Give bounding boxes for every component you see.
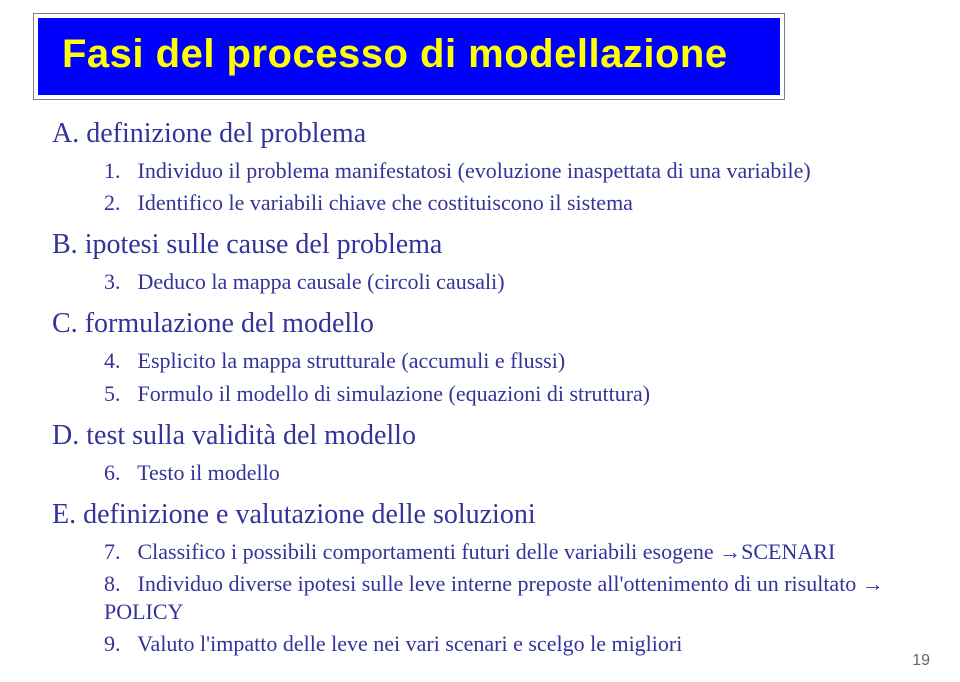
- section-label: definizione del problema: [86, 118, 366, 149]
- item-text: Individuo il problema manifestatosi (evo…: [138, 158, 811, 183]
- section-c: C. formulazione del modello: [40, 306, 920, 341]
- item-text: Identifico le variabili chiave che costi…: [138, 190, 633, 215]
- item-number: 5.: [104, 380, 132, 408]
- section-b: B. ipotesi sulle cause del problema: [40, 227, 920, 262]
- section-label: formulazione del modello: [85, 308, 374, 339]
- section-label: test sulla validità del modello: [86, 420, 416, 451]
- item-number: 4.: [104, 347, 132, 375]
- item-text: Classifico i possibili comportamenti fut…: [138, 539, 836, 564]
- item-text: Individuo diverse ipotesi sulle leve int…: [104, 571, 884, 624]
- item-text: Esplicito la mappa strutturale (accumuli…: [138, 348, 566, 373]
- section-marker: D.: [52, 420, 79, 451]
- section-marker: B.: [52, 229, 78, 260]
- section-a: A. definizione del problema: [40, 116, 920, 151]
- item-number: 9.: [104, 630, 132, 658]
- section-marker: C.: [52, 308, 78, 339]
- slide-title-box: Fasi del processo di modellazione: [34, 14, 784, 99]
- item-9: 9. Valuto l'impatto delle leve nei vari …: [40, 630, 920, 658]
- item-number: 1.: [104, 157, 132, 185]
- section-label: ipotesi sulle cause del problema: [85, 229, 443, 260]
- page-number: 19: [912, 652, 930, 670]
- item-3: 3. Deduco la mappa causale (circoli caus…: [40, 268, 920, 296]
- slide-title: Fasi del processo di modellazione: [62, 32, 756, 77]
- item-text: Valuto l'impatto delle leve nei vari sce…: [137, 631, 682, 656]
- item-number: 2.: [104, 189, 132, 217]
- item-5: 5. Formulo il modello di simulazione (eq…: [40, 380, 920, 408]
- item-number: 8.: [104, 570, 132, 598]
- item-1: 1. Individuo il problema manifestatosi (…: [40, 157, 920, 185]
- item-8: 8. Individuo diverse ipotesi sulle leve …: [40, 570, 920, 626]
- slide-body: A. definizione del problema 1. Individuo…: [40, 106, 920, 663]
- item-4: 4. Esplicito la mappa strutturale (accum…: [40, 347, 920, 375]
- item-text: Testo il modello: [137, 460, 280, 485]
- item-6: 6. Testo il modello: [40, 459, 920, 487]
- section-marker: E.: [52, 499, 76, 530]
- section-label: definizione e valutazione delle soluzion…: [83, 499, 536, 530]
- item-number: 7.: [104, 538, 132, 566]
- section-d: D. test sulla validità del modello: [40, 418, 920, 453]
- item-number: 3.: [104, 268, 132, 296]
- item-text: Deduco la mappa causale (circoli causali…: [138, 269, 505, 294]
- item-number: 6.: [104, 459, 132, 487]
- section-e: E. definizione e valutazione delle soluz…: [40, 497, 920, 532]
- item-text: Formulo il modello di simulazione (equaz…: [138, 381, 651, 406]
- item-2: 2. Identifico le variabili chiave che co…: [40, 189, 920, 217]
- item-7: 7. Classifico i possibili comportamenti …: [40, 538, 920, 566]
- section-marker: A.: [52, 118, 79, 149]
